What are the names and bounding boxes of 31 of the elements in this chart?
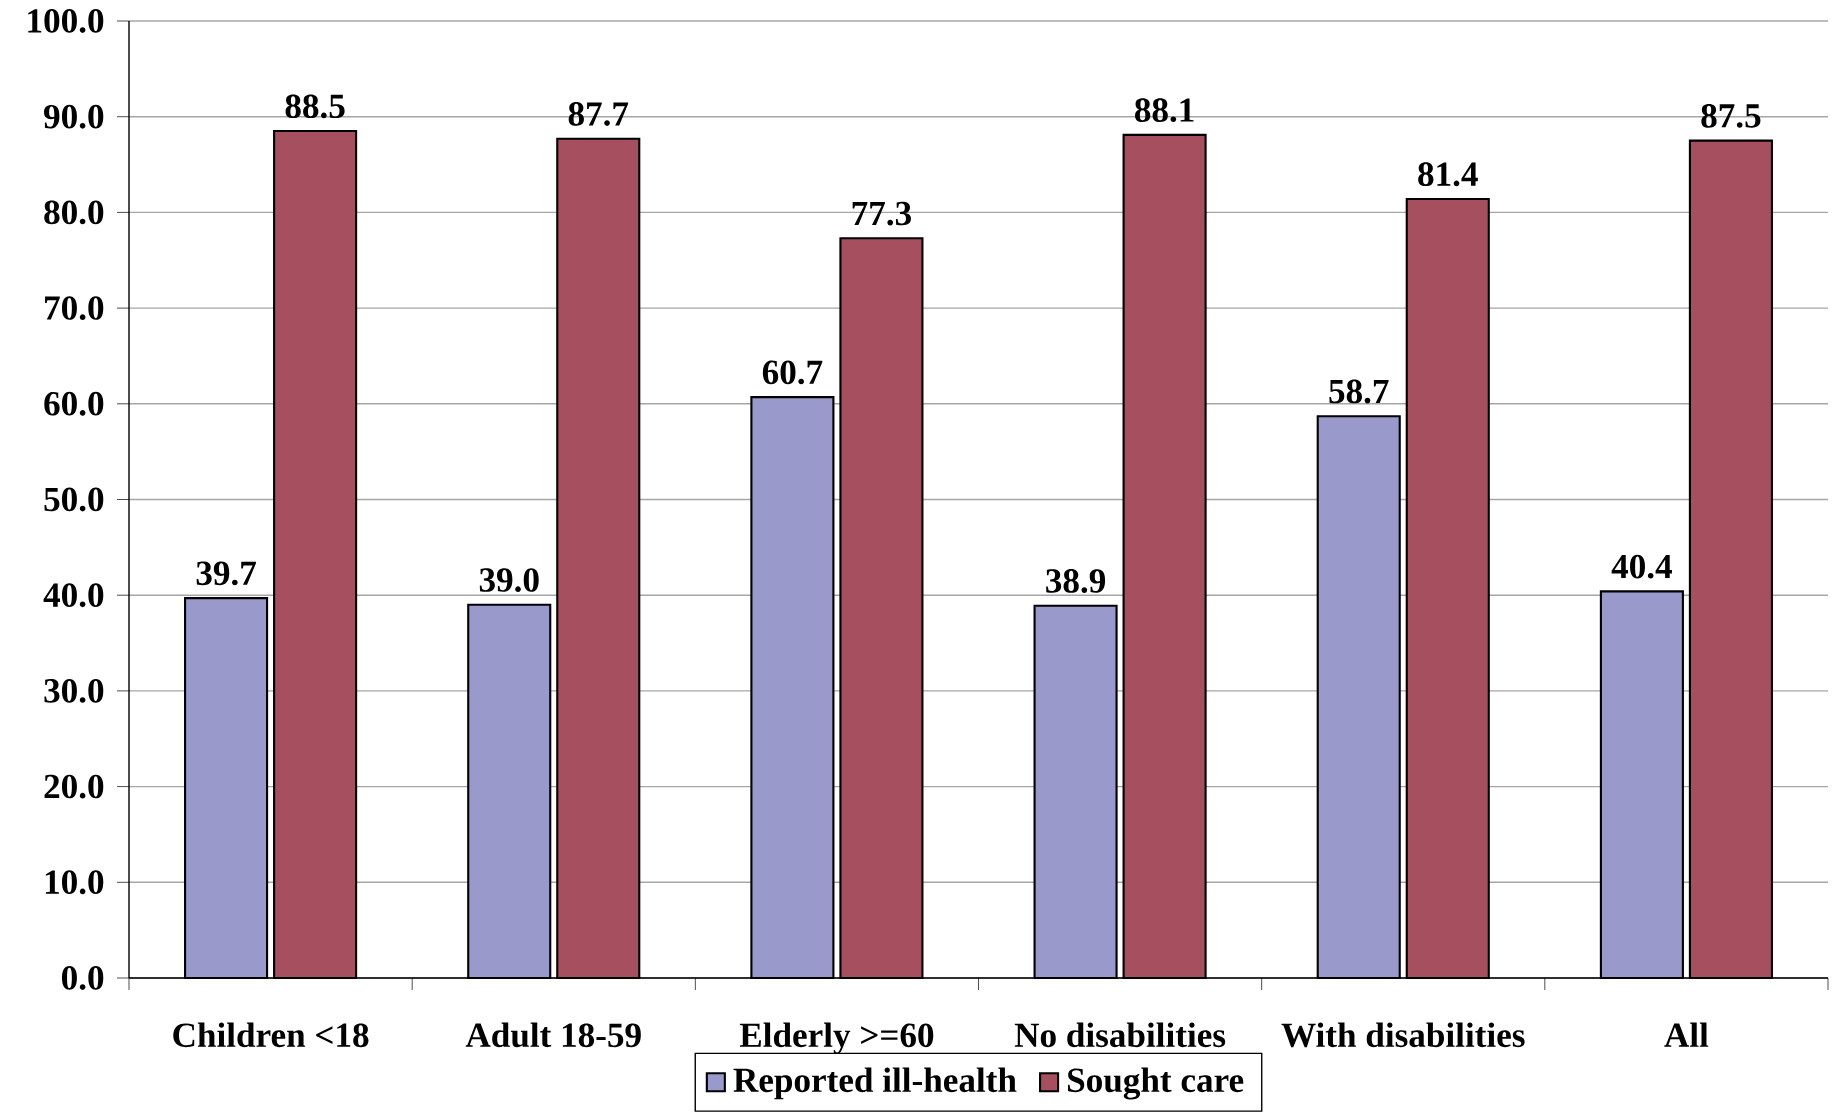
- y-tick-label: 0.0: [61, 966, 104, 990]
- x-tick-label: Elderly >=60: [739, 1022, 934, 1055]
- x-tick-label: Adult 18-59: [465, 1022, 641, 1048]
- y-tick-label: 20.0: [44, 774, 104, 799]
- data-label: 39.0: [479, 568, 539, 592]
- data-label: 87.5: [1701, 103, 1761, 128]
- data-label: 77.3: [852, 201, 911, 226]
- data-label: 87.7: [568, 102, 629, 126]
- data-label: 40.4: [1611, 554, 1672, 579]
- y-tick-label: 80.0: [44, 200, 104, 225]
- legend-label: Reported ill-health: [733, 1067, 1017, 1100]
- y-tick-label: 40.0: [43, 583, 104, 608]
- y-tick-label: 90.0: [44, 104, 104, 129]
- data-label: 58.7: [1329, 379, 1389, 404]
- data-label: 60.7: [762, 360, 823, 385]
- y-tick-label: 10.0: [45, 870, 104, 895]
- data-label: 38.9: [1046, 569, 1106, 593]
- data-label: 39.7: [196, 561, 256, 586]
- data-label: 88.5: [285, 94, 345, 119]
- y-tick-label: 100.0: [28, 9, 104, 33]
- y-tick-label: 70.0: [45, 296, 104, 321]
- y-tick-label: 30.0: [44, 678, 104, 703]
- data-label: 88.1: [1135, 98, 1194, 123]
- y-tick-label: 50.0: [44, 487, 104, 512]
- y-tick-label: 60.0: [44, 391, 104, 416]
- x-tick-label: Children <18: [173, 1022, 369, 1048]
- x-tick-label: With disabilities: [1281, 1022, 1525, 1048]
- data-label: 81.4: [1418, 162, 1478, 187]
- legend-label: Sought care: [1068, 1067, 1244, 1100]
- x-tick-label: No disabilities: [1014, 1022, 1226, 1048]
- x-tick-label: All: [1664, 1022, 1709, 1047]
